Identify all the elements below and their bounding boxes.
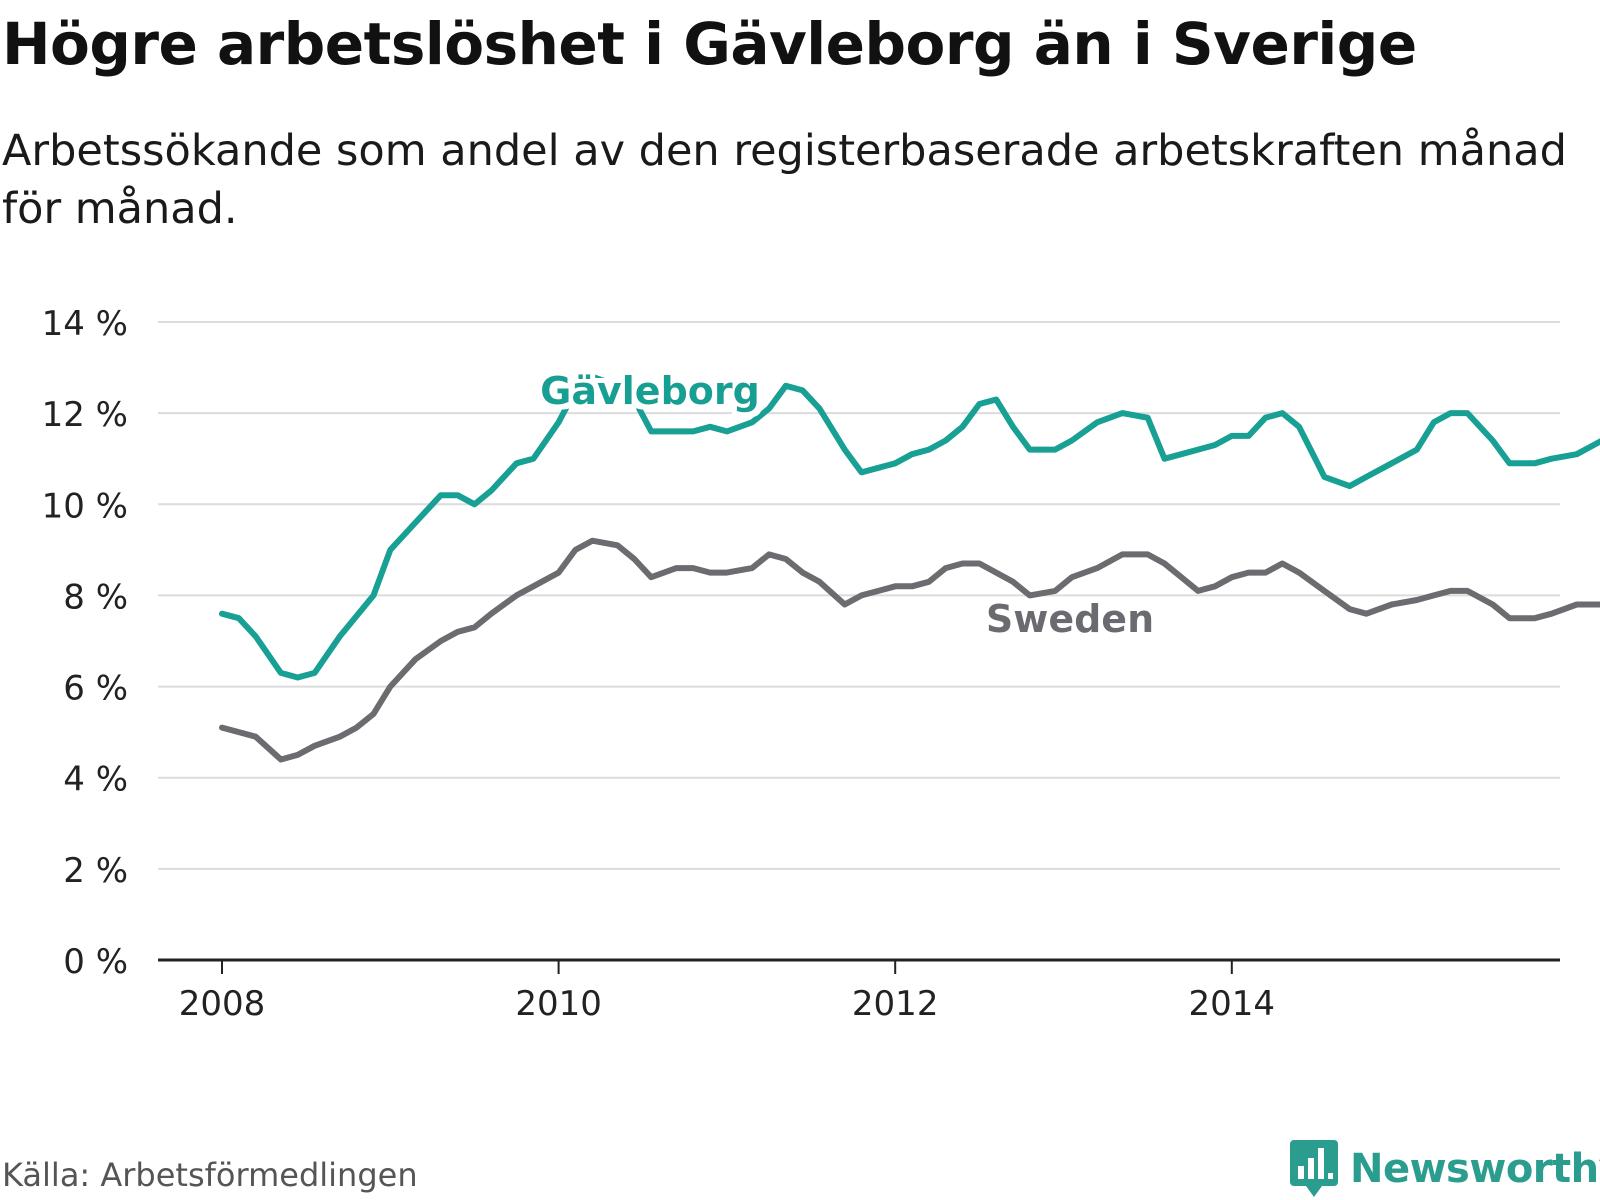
y-tick-label: 2 %	[63, 851, 128, 891]
x-tick-label: 2014	[1189, 984, 1276, 1024]
y-tick-label: 10 %	[42, 486, 128, 526]
series	[219, 373, 1600, 763]
source-note: Källa: Arbetsförmedlingen	[2, 1156, 418, 1194]
chart-title: Högre arbetslöshet i Gävleborg än i Sver…	[2, 10, 1417, 78]
brand-name: Newsworthy	[1350, 1146, 1600, 1192]
newsworthy-logo-icon	[1290, 1140, 1338, 1197]
series-line-gävleborg	[219, 373, 1600, 681]
y-tick-label: 6 %	[63, 669, 128, 709]
x-tick-label: 2012	[852, 984, 939, 1024]
chart-subtitle: Arbetssökande som andel av den registerb…	[2, 126, 1567, 234]
y-axis: 0 % 2 % 4 % 6 % 8 % 10 % 12 % 14 %	[42, 304, 128, 982]
y-tick-label: 12 %	[42, 395, 128, 435]
x-axis: 20082010201220142017201920212023	[158, 958, 1560, 1024]
x-tick-label: 2008	[179, 984, 266, 1024]
series-label-gävleborg: Gävleborg	[540, 369, 760, 413]
series-line-sweden	[219, 537, 1600, 763]
x-tick-label: 2010	[515, 984, 602, 1024]
y-tick-label: 0 %	[63, 942, 128, 982]
y-tick-label: 14 %	[42, 304, 128, 344]
y-tick-label: 8 %	[63, 577, 128, 617]
series-label-sweden: Sweden	[986, 597, 1154, 641]
brand: Newsworthy	[1290, 1140, 1600, 1198]
y-tick-label: 4 %	[63, 760, 128, 800]
line-chart: 0 % 2 % 4 % 6 % 8 % 10 % 12 % 14 % 2008 2010 2012…	[42, 304, 1600, 1024]
